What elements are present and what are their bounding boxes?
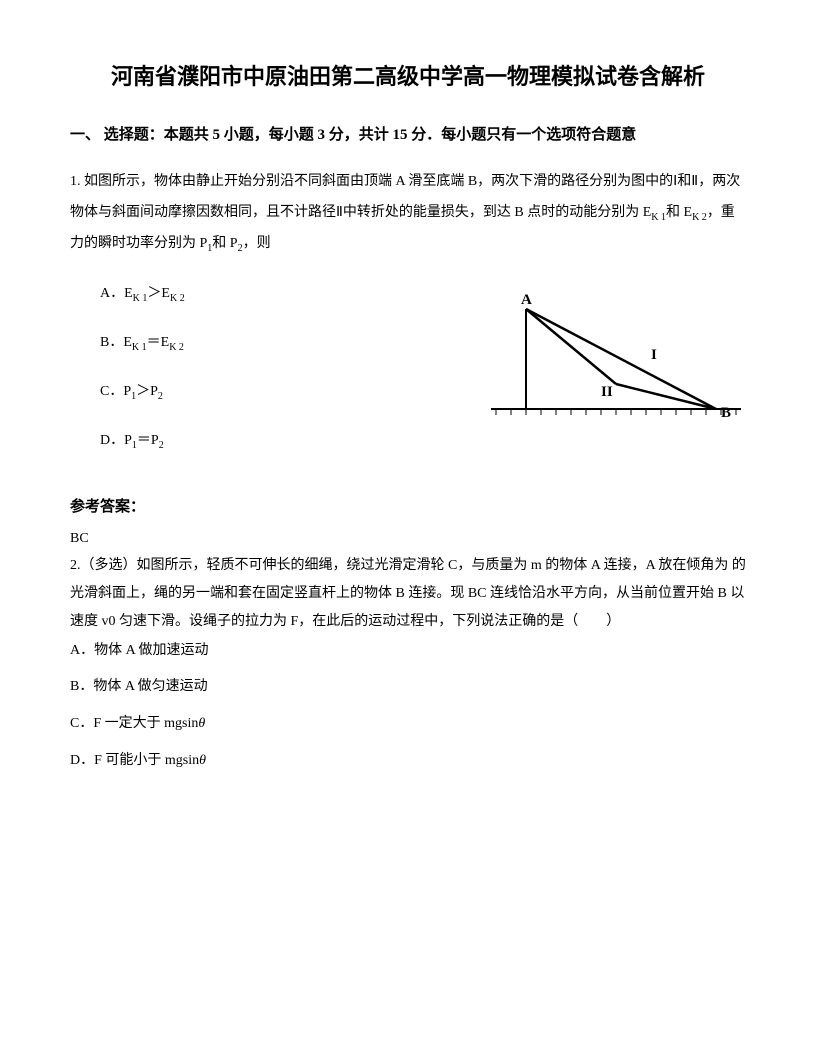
opt-b-mid: ＝E [147,335,170,350]
question-2-text: 2.（多选）如图所示，轻质不可伸长的细绳，绕过光滑定滑轮 C，与质量为 m 的物… [70,552,746,636]
q1-text-part2: 和 E [666,205,692,220]
q2-option-b: B．物体 A 做匀速运动 [70,672,746,703]
theta-icon: θ [198,716,205,731]
opt-d-mid: ＝P [137,433,159,448]
opt-a-mid: ＞E [147,286,170,301]
theta-icon: θ [199,753,206,768]
diagram-label-ii: II [601,384,613,400]
opt-b-sub1: K 1 [132,342,147,353]
opt-c-sub2: 2 [158,391,163,402]
q1-options: A．EK 1＞EK 2 B．EK 1＝EK 2 C．P1＞P2 D．P1＝P2 [70,279,486,474]
opt-b-prefix: B．E [100,335,132,350]
q1-sub-k2: K 2 [692,212,707,223]
opt-b-sub2: K 2 [169,342,184,353]
q2-d-prefix: D．F 可能小于 mgsin [70,753,199,768]
q1-text-part5: ，则 [243,236,271,251]
q1-text-part1: 1. 如图所示，物体由静止开始分别沿不同斜面由顶端 A 滑至底端 B，两次下滑的… [70,174,740,220]
q2-option-a: A．物体 A 做加速运动 [70,636,746,667]
diagram-label-b: B [721,405,731,421]
q1-option-a: A．EK 1＞EK 2 [100,279,486,310]
answer-label: 参考答案： [70,495,746,516]
diagram-label-a: A [521,292,532,308]
answer-q1: BC [70,531,746,547]
q1-diagram: A B I II [486,289,746,434]
opt-a-prefix: A．E [100,286,133,301]
opt-d-sub2: 2 [159,440,164,451]
opt-a-sub2: K 2 [170,293,185,304]
opt-c-mid: ＞P [136,384,158,399]
q2-c-prefix: C．F 一定大于 mgsin [70,716,198,731]
document-title: 河南省濮阳市中原油田第二高级中学高一物理模拟试卷含解析 [70,60,746,93]
section-header: 一、 选择题：本题共 5 小题，每小题 3 分，共计 15 分．每小题只有一个选… [70,123,746,147]
q1-options-diagram: A．EK 1＞EK 2 B．EK 1＝EK 2 C．P1＞P2 D．P1＝P2 [70,279,746,474]
q1-sub-k1: K 1 [651,212,666,223]
q2-options: A．物体 A 做加速运动 B．物体 A 做匀速运动 C．F 一定大于 mgsin… [70,636,746,777]
q2-option-d: D．F 可能小于 mgsinθ [70,746,746,777]
opt-a-sub1: K 1 [133,293,148,304]
q1-text-part4: 和 P [212,236,237,251]
q2-option-c: C．F 一定大于 mgsinθ [70,709,746,740]
q1-option-b: B．EK 1＝EK 2 [100,328,486,359]
opt-c-prefix: C．P [100,384,131,399]
diagram-label-i: I [651,347,657,363]
opt-d-prefix: D．P [100,433,132,448]
question-1-text: 1. 如图所示，物体由静止开始分别沿不同斜面由顶端 A 滑至底端 B，两次下滑的… [70,167,746,259]
q1-option-d: D．P1＝P2 [100,426,486,457]
q1-option-c: C．P1＞P2 [100,377,486,408]
